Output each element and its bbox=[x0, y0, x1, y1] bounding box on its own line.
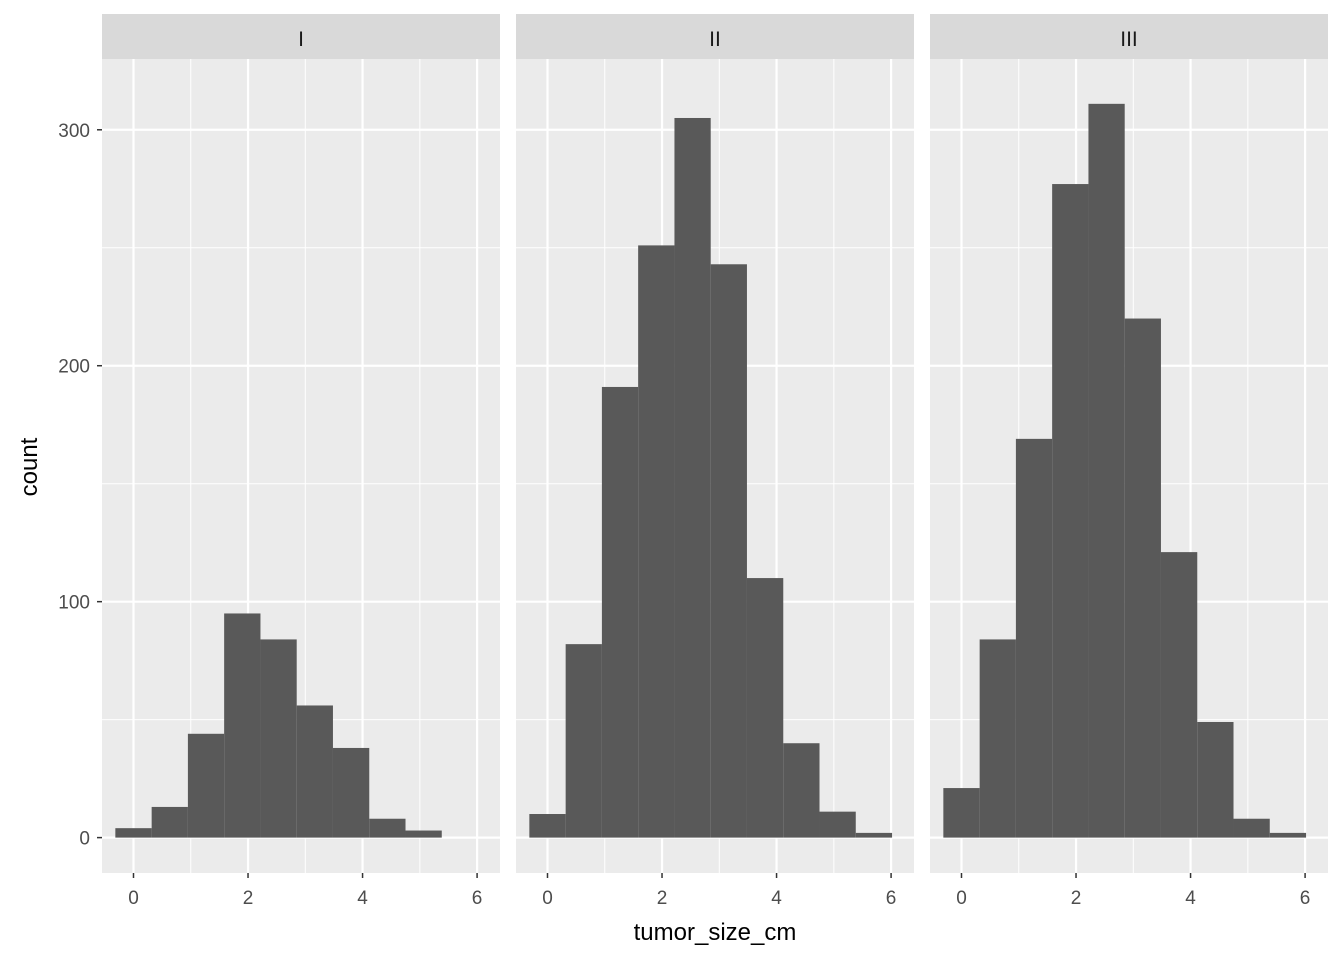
histogram-bar bbox=[151, 806, 188, 838]
histogram-bar bbox=[1269, 832, 1307, 838]
x-tick-label: 6 bbox=[472, 888, 483, 909]
histogram-bar bbox=[1233, 818, 1270, 838]
histogram-bar bbox=[1160, 552, 1198, 838]
y-axis-title: count bbox=[16, 437, 43, 496]
histogram-bar bbox=[979, 639, 1016, 838]
histogram-bar bbox=[638, 245, 675, 838]
histogram-bar bbox=[332, 747, 370, 838]
facet-strip-label: II bbox=[709, 28, 721, 51]
histogram-bar bbox=[1015, 438, 1053, 838]
x-tick-label: 4 bbox=[1185, 888, 1196, 909]
facet-strip bbox=[102, 14, 500, 59]
facet-strip bbox=[516, 14, 914, 59]
y-axis: 0 100 200 300 bbox=[58, 121, 102, 850]
histogram-bar bbox=[601, 386, 639, 838]
y-tick-label: 100 bbox=[58, 593, 90, 614]
histogram-bar bbox=[1124, 318, 1161, 838]
histogram-bar bbox=[187, 733, 225, 838]
histogram-bar bbox=[224, 613, 261, 838]
histogram-bar bbox=[565, 644, 602, 838]
x-tick-label: 6 bbox=[1300, 888, 1311, 909]
histogram-bar bbox=[819, 811, 856, 838]
x-tick-label: 0 bbox=[128, 888, 139, 909]
x-tick-label: 4 bbox=[771, 888, 782, 909]
facet-strip bbox=[930, 14, 1328, 59]
histogram-bar bbox=[405, 830, 442, 838]
x-tick-label: 2 bbox=[1071, 888, 1082, 909]
histogram-bar bbox=[943, 788, 980, 838]
histogram-bar bbox=[1088, 103, 1125, 838]
x-tick-label: 4 bbox=[357, 888, 368, 909]
y-tick-label: 0 bbox=[79, 829, 90, 850]
histogram-bar bbox=[710, 264, 747, 838]
x-tick-label: 0 bbox=[956, 888, 967, 909]
histogram-bar bbox=[855, 832, 893, 838]
histogram-bar bbox=[115, 828, 152, 838]
facet-panel-I: I 0 2 4 6 bbox=[102, 14, 500, 909]
histogram-bar bbox=[674, 117, 711, 838]
facet-panel-II: II 0 2 4 6 bbox=[516, 14, 914, 909]
histogram-bar bbox=[1197, 721, 1234, 838]
histogram-bar bbox=[1052, 184, 1089, 838]
x-tick-label: 6 bbox=[886, 888, 897, 909]
histogram-bar bbox=[783, 743, 820, 838]
y-tick-label: 200 bbox=[58, 357, 90, 378]
panels-layer: I 0 2 4 6 II 0 2 4 6 III 0 2 4 6 bbox=[102, 14, 1328, 909]
histogram-bar bbox=[529, 814, 566, 838]
x-tick-label: 2 bbox=[243, 888, 254, 909]
histogram-bar bbox=[296, 705, 333, 838]
x-axis-title: tumor_size_cm bbox=[634, 919, 797, 946]
facet-strip-label: I bbox=[298, 28, 304, 51]
x-tick-label: 2 bbox=[657, 888, 668, 909]
histogram-bar bbox=[260, 639, 297, 838]
histogram-bar bbox=[746, 578, 784, 838]
facet-panel-III: III 0 2 4 6 bbox=[930, 14, 1328, 909]
histogram-bar bbox=[369, 818, 406, 838]
facet-strip-label: III bbox=[1120, 28, 1138, 51]
x-tick-label: 0 bbox=[542, 888, 553, 909]
y-tick-label: 300 bbox=[58, 121, 90, 142]
